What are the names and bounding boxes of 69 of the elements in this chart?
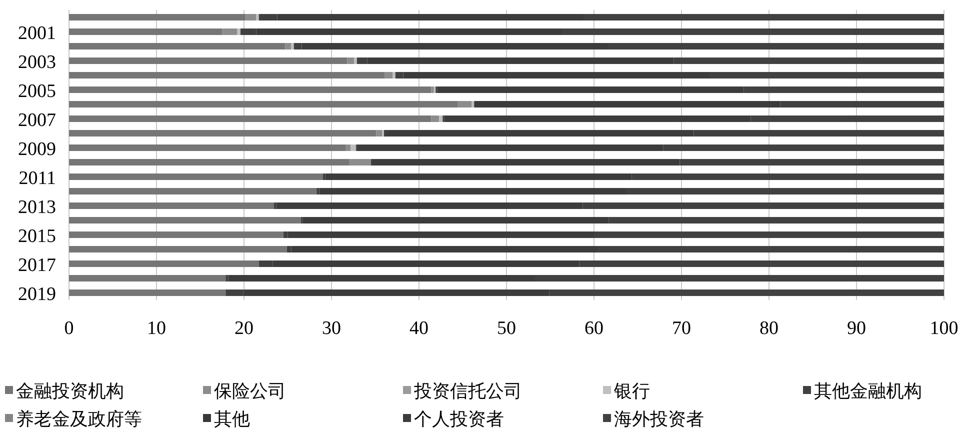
bar	[69, 58, 348, 64]
y-tick-label: 2009	[18, 138, 56, 160]
y-tick-label: 2007	[18, 110, 56, 131]
y-tick-label: 2019	[18, 284, 56, 305]
x-tick-label: 70	[672, 318, 691, 339]
y-tick-label: 2015	[18, 226, 56, 247]
bar	[69, 14, 246, 20]
bar	[285, 43, 292, 50]
bar	[69, 28, 222, 35]
y-tick-label: 2005	[18, 80, 56, 102]
bar	[69, 159, 349, 166]
x-tick-label: 90	[847, 318, 866, 339]
y-tick-label: 2013	[18, 196, 56, 218]
bar	[349, 159, 371, 166]
bar	[69, 116, 432, 122]
bar	[392, 72, 396, 78]
bar	[69, 232, 284, 238]
bar	[346, 144, 351, 151]
x-tick-label: 50	[497, 318, 516, 339]
bar	[69, 290, 226, 296]
x-tick-label: 10	[147, 318, 166, 339]
legend-label: 个人投资者	[414, 409, 504, 429]
bar	[69, 188, 317, 194]
legend-label: 养老金及政府等	[16, 409, 142, 429]
x-tick-label: 80	[760, 318, 778, 339]
bar	[69, 246, 287, 252]
bar	[472, 101, 474, 108]
x-tick-label: 30	[322, 318, 341, 339]
bar	[69, 101, 458, 108]
bar	[256, 14, 259, 20]
bar	[354, 58, 357, 64]
bar	[69, 275, 226, 282]
bar	[439, 116, 443, 122]
legend-label: 其他	[214, 409, 250, 429]
y-tick-label: 2003	[18, 52, 56, 73]
bar	[69, 144, 346, 151]
legend-label: 保险公司	[214, 381, 286, 401]
bar	[69, 72, 385, 78]
bar	[69, 174, 323, 180]
bar	[222, 28, 237, 35]
legend-label: 海外投资者	[614, 409, 704, 429]
bar	[350, 144, 356, 151]
bar	[384, 72, 393, 78]
x-tick-label: 40	[410, 318, 428, 339]
bar	[458, 101, 472, 108]
bar	[431, 86, 434, 93]
bar	[69, 217, 301, 224]
legend-label: 投资信托公司	[413, 381, 522, 401]
bar	[69, 43, 286, 50]
bar	[376, 130, 382, 136]
bar	[246, 14, 256, 20]
y-tick-label: 2001	[18, 22, 56, 44]
y-tick-label: 2017	[18, 254, 56, 276]
bar	[431, 116, 440, 122]
legend-label: 银行	[613, 381, 650, 401]
bar	[69, 130, 376, 136]
x-tick-label: 0	[64, 318, 74, 339]
legend-label: 其他金融机构	[814, 381, 922, 401]
legend-label: 金融投资机构	[16, 381, 124, 401]
x-tick-label: 20	[234, 318, 254, 339]
y-tick-label: 2011	[18, 168, 56, 189]
bar	[69, 202, 274, 209]
bar	[291, 43, 294, 50]
bar	[347, 58, 354, 64]
x-tick-label: 100	[930, 318, 958, 339]
bar	[69, 260, 259, 267]
x-tick-label: 60	[584, 318, 604, 339]
bar	[237, 28, 240, 35]
bar	[69, 86, 432, 93]
